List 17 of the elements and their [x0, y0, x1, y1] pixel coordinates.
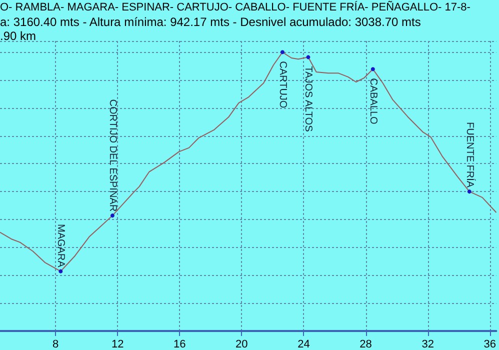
x-tick-label: 36	[484, 338, 496, 350]
text: .90 km	[0, 29, 36, 43]
x-tick-label: 24	[298, 338, 310, 350]
chart-subtitle: a: 3160.40 mts - Altura mínima: 942.17 mts - Desnivel acumulado: 3038.70 mts	[0, 15, 421, 29]
annotation: MAGARA	[55, 224, 66, 268]
x-tick-label: 16	[174, 338, 186, 350]
annotation: TAJOS ALTOS	[302, 66, 314, 132]
annotation: CARTUJO	[276, 61, 288, 108]
annotation: CORTIJO DEL ESPINAR	[106, 99, 118, 212]
chart-title: O- RAMBLA- MAGARA- ESPINAR- CARTUJO- CABALLO- FUENTE FRÍA- PEÑAGALLO- 17-8-	[0, 0, 471, 14]
x-tick-label: 28	[360, 338, 372, 350]
x-tick-label: 8	[52, 338, 59, 350]
x-tick-label: 32	[422, 338, 434, 350]
x-tick-label: 12	[111, 338, 124, 350]
annotation: CABALLO	[367, 78, 378, 125]
x-tick-label: 20	[236, 338, 248, 350]
annotation: FUENTE FRÍA	[464, 122, 476, 188]
